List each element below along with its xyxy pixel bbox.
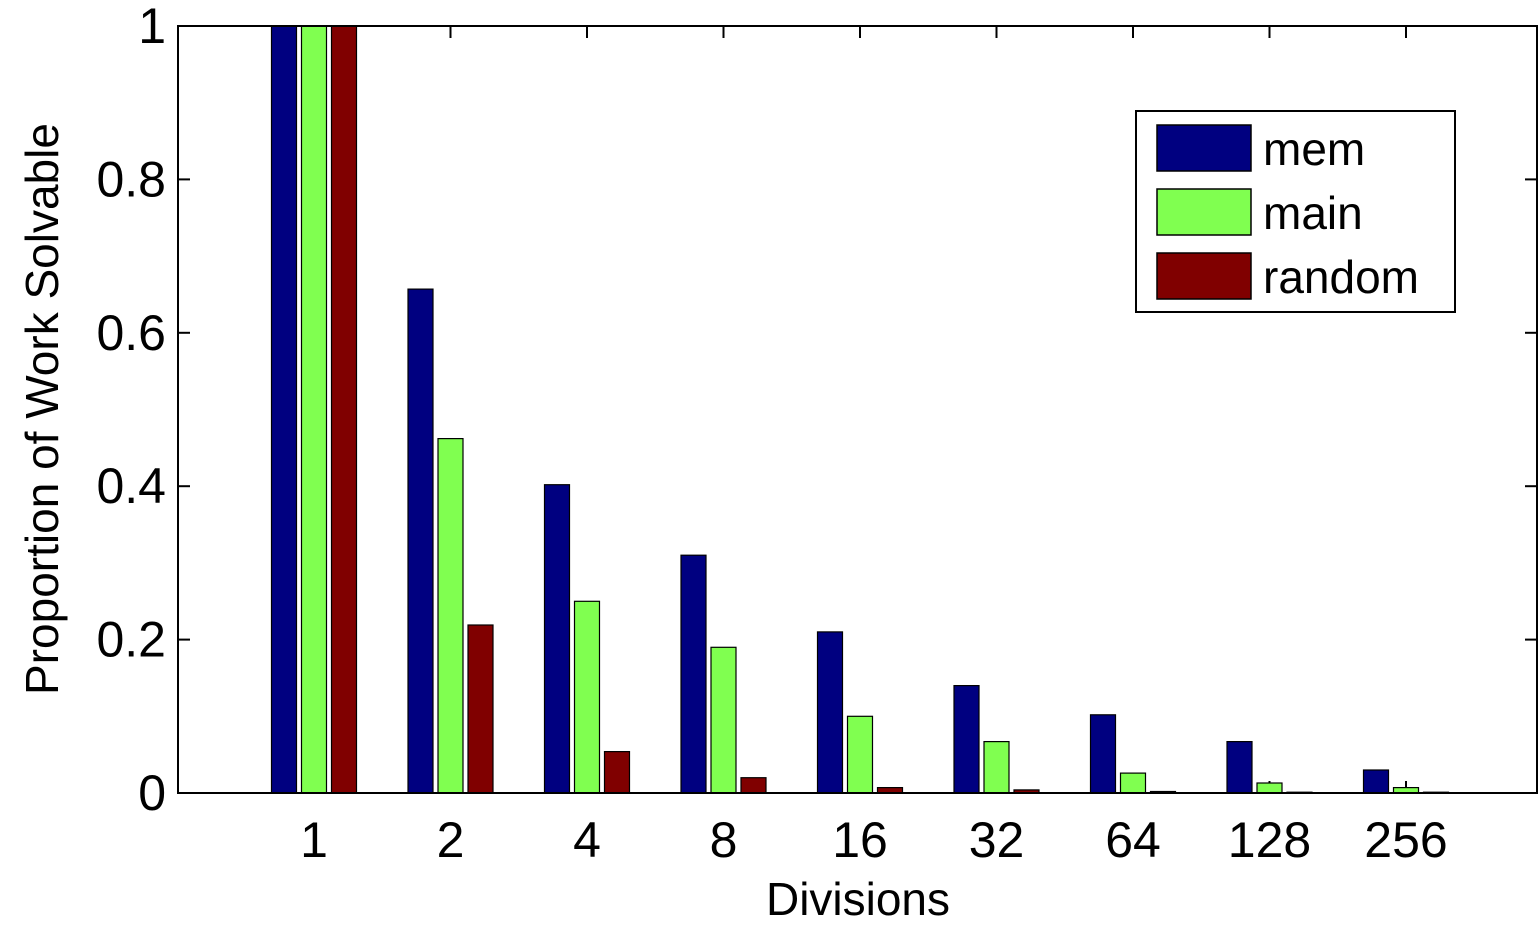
y-tick-label: 0.2 xyxy=(96,612,166,668)
bar-random-4 xyxy=(603,750,631,794)
x-tick-label: 8 xyxy=(710,812,738,868)
bar-main-4 xyxy=(573,600,601,794)
x-tick-label: 32 xyxy=(969,812,1025,868)
legend-swatch-random xyxy=(1156,252,1252,300)
x-tick-label: 64 xyxy=(1105,812,1161,868)
bar-main-2 xyxy=(437,438,464,794)
bar-main-128 xyxy=(1256,782,1283,794)
bar-mem-16 xyxy=(816,631,844,794)
legend-label-main: main xyxy=(1263,187,1363,239)
bar-mem-8 xyxy=(680,554,707,794)
bar-main-64 xyxy=(1119,772,1147,794)
y-tick-label: 0 xyxy=(138,765,166,821)
legend-label-random: random xyxy=(1263,251,1419,303)
bar-main-8 xyxy=(710,646,737,794)
y-tick-label: 0.8 xyxy=(96,151,166,207)
y-axis-label: Proportion of Work Solvable xyxy=(16,123,68,695)
bar-main-16 xyxy=(846,715,874,794)
legend-label-mem: mem xyxy=(1263,123,1365,175)
bar-mem-64 xyxy=(1089,714,1117,794)
bar-mem-1 xyxy=(270,25,298,794)
bar-mem-4 xyxy=(543,484,571,794)
bar-mem-32 xyxy=(953,684,980,794)
plot-area-frame xyxy=(177,25,1538,794)
legend-swatch-main xyxy=(1156,188,1252,236)
x-tick-label: 2 xyxy=(437,812,465,868)
x-tick-label: 1 xyxy=(300,812,328,868)
x-tick-label: 128 xyxy=(1228,812,1311,868)
bar-mem-256 xyxy=(1362,769,1390,794)
y-tick-label: 0.6 xyxy=(96,305,166,361)
x-tick-label: 4 xyxy=(573,812,601,868)
bar-main-1 xyxy=(300,25,328,794)
y-tick-label: 1 xyxy=(138,0,166,54)
x-tick-label: 16 xyxy=(832,812,888,868)
y-tick-label: 0.4 xyxy=(96,458,166,514)
bar-mem-128 xyxy=(1226,740,1253,794)
x-axis-label: Divisions xyxy=(766,873,950,925)
bar-random-1 xyxy=(330,25,358,794)
bar-random-2 xyxy=(467,624,494,794)
bar-random-8 xyxy=(740,777,767,794)
bar-mem-2 xyxy=(407,288,434,794)
legend-swatch-mem xyxy=(1156,124,1252,172)
y-tick-labels: 0 0.2 0.4 0.6 0.8 1 xyxy=(96,0,166,821)
bar-main-32 xyxy=(983,740,1010,794)
bars-layer xyxy=(270,25,1450,794)
legend: mem main random xyxy=(1135,110,1456,313)
x-tick-label: 256 xyxy=(1364,812,1447,868)
x-tick-labels: 1 2 4 8 16 32 64 128 256 xyxy=(300,812,1448,868)
